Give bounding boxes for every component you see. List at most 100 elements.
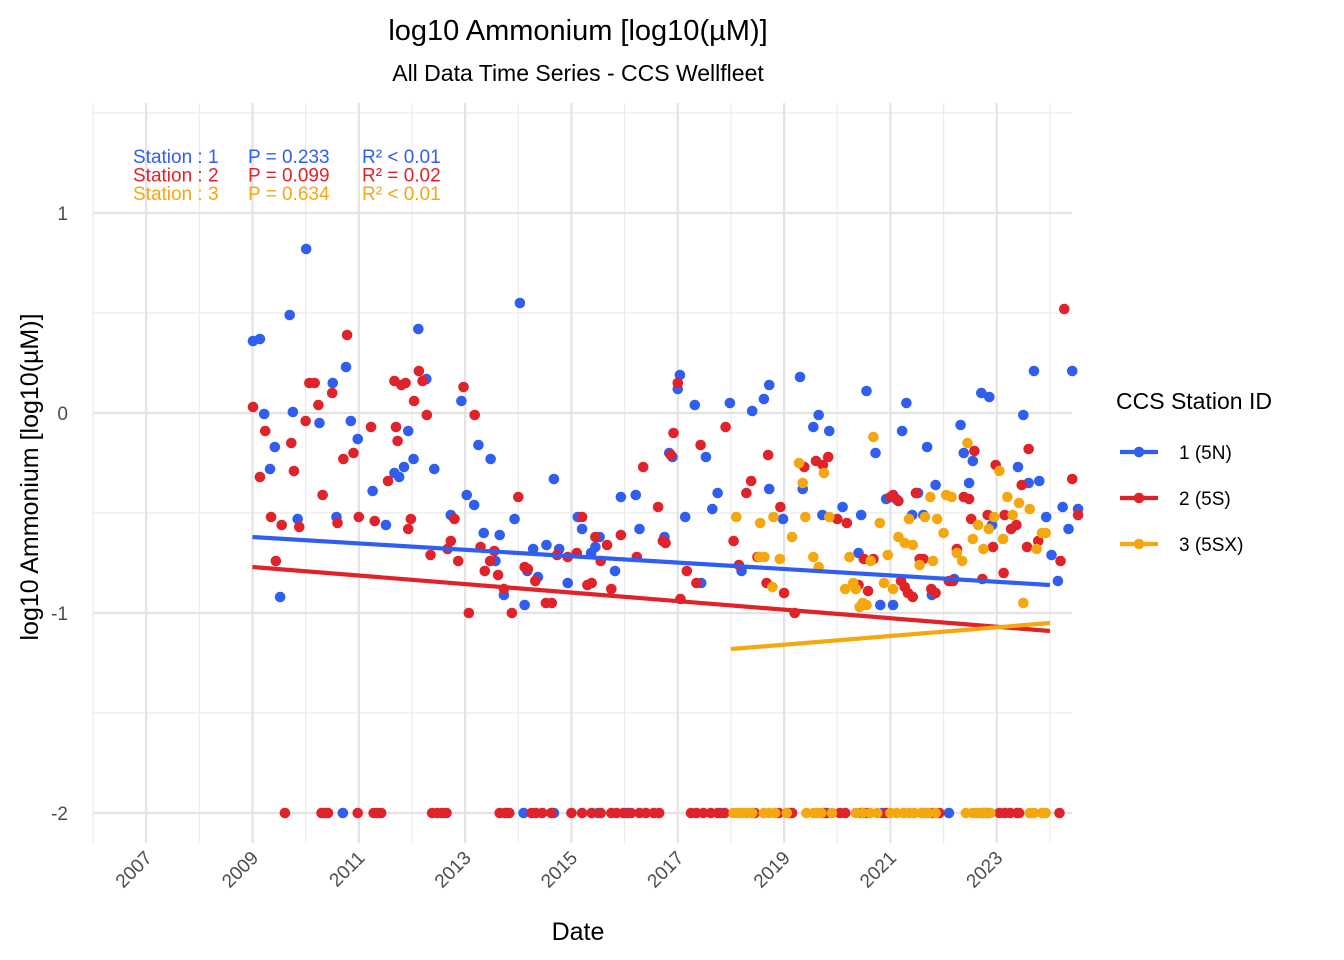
data-point — [576, 511, 588, 523]
data-point — [640, 807, 652, 819]
data-point — [352, 807, 364, 819]
data-point — [1054, 807, 1065, 819]
data-point — [695, 439, 706, 451]
data-point — [653, 807, 665, 819]
data-point — [300, 243, 312, 255]
data-point — [893, 495, 904, 507]
data-point — [984, 391, 995, 403]
data-point — [887, 599, 899, 611]
data-point — [899, 537, 911, 549]
data-point — [576, 807, 588, 819]
data-point — [999, 509, 1011, 521]
data-point — [479, 565, 491, 577]
data-point — [503, 807, 515, 819]
data-point — [962, 437, 973, 449]
data-point — [844, 551, 855, 563]
data-point — [352, 433, 364, 445]
data-point — [1007, 509, 1019, 521]
data-point — [963, 477, 975, 489]
data-point — [931, 513, 943, 525]
data-point — [259, 425, 271, 437]
data-point — [910, 487, 922, 499]
data-point — [441, 807, 452, 819]
trend-line-series-2 — [252, 564, 1051, 634]
data-point — [955, 419, 966, 431]
data-point — [293, 521, 305, 533]
chart-subtitle: All Data Time Series - CCS Wellfleet — [392, 60, 764, 86]
data-point — [831, 513, 843, 525]
data-point — [862, 585, 874, 597]
data-point — [927, 555, 939, 567]
data-point — [458, 381, 469, 393]
data-point — [914, 559, 925, 571]
data-point — [317, 489, 328, 501]
data-point — [288, 465, 300, 477]
data-point — [269, 441, 281, 453]
data-point — [276, 519, 288, 531]
data-point — [839, 807, 851, 819]
data-point — [485, 453, 496, 465]
data-point — [719, 807, 730, 819]
data-point — [930, 587, 941, 599]
data-point — [921, 441, 933, 453]
data-point — [907, 539, 919, 551]
data-point — [478, 527, 490, 539]
data-point — [390, 421, 402, 433]
annotation-r-squared: R² < 0.01 — [362, 184, 441, 205]
legend-key-point — [1133, 538, 1145, 550]
data-point — [1023, 443, 1034, 455]
data-point — [618, 807, 629, 819]
data-point — [691, 577, 702, 589]
data-point — [247, 401, 259, 413]
data-point — [1024, 503, 1036, 515]
data-point — [518, 807, 529, 819]
data-point — [634, 523, 645, 535]
annotation-p-value: P = 0.233 — [248, 147, 330, 168]
data-point — [340, 361, 352, 373]
data-point — [1032, 535, 1044, 547]
data-point — [1021, 541, 1033, 553]
data-point — [1066, 473, 1078, 485]
data-point — [998, 567, 1009, 579]
data-point — [1028, 365, 1040, 377]
data-point — [997, 533, 1009, 545]
data-point — [408, 395, 420, 407]
data-point — [763, 483, 775, 495]
data-point — [348, 447, 359, 459]
data-point — [400, 377, 411, 389]
data-point — [878, 577, 890, 589]
annotation-r-squared: R² < 0.01 — [362, 147, 441, 168]
data-point — [468, 499, 480, 511]
data-point — [590, 541, 601, 553]
annotation-p-value: P = 0.634 — [248, 184, 330, 205]
data-point — [548, 473, 560, 485]
data-point — [925, 491, 936, 503]
legend: CCS Station ID 1 (5N) 2 (5S) 3 (5SX) — [1116, 388, 1272, 556]
data-point — [786, 531, 798, 543]
data-point — [1058, 303, 1070, 315]
data-point — [741, 487, 752, 499]
data-point — [778, 587, 790, 599]
data-point — [469, 409, 481, 421]
data-point — [882, 549, 894, 561]
data-point — [1040, 511, 1052, 523]
data-point — [958, 447, 970, 459]
data-point — [606, 583, 617, 595]
data-point — [698, 807, 709, 819]
data-point — [837, 501, 848, 513]
data-point — [586, 577, 597, 589]
data-point — [287, 406, 299, 418]
data-point — [452, 555, 464, 567]
data-point — [775, 501, 786, 513]
data-point — [1016, 479, 1028, 491]
legend-label: 1 (5N) — [1179, 443, 1232, 464]
data-point — [425, 549, 436, 561]
data-point — [392, 435, 403, 447]
data-point — [887, 583, 899, 595]
annotation-p-value: P = 0.099 — [248, 166, 330, 187]
legend-key-point — [1133, 446, 1145, 458]
data-point — [965, 513, 977, 525]
data-point — [1013, 807, 1025, 819]
series-3-points — [728, 431, 1051, 819]
data-point — [445, 535, 457, 547]
